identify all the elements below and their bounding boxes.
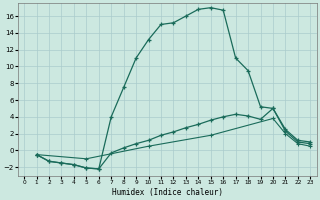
X-axis label: Humidex (Indice chaleur): Humidex (Indice chaleur) [112, 188, 223, 197]
